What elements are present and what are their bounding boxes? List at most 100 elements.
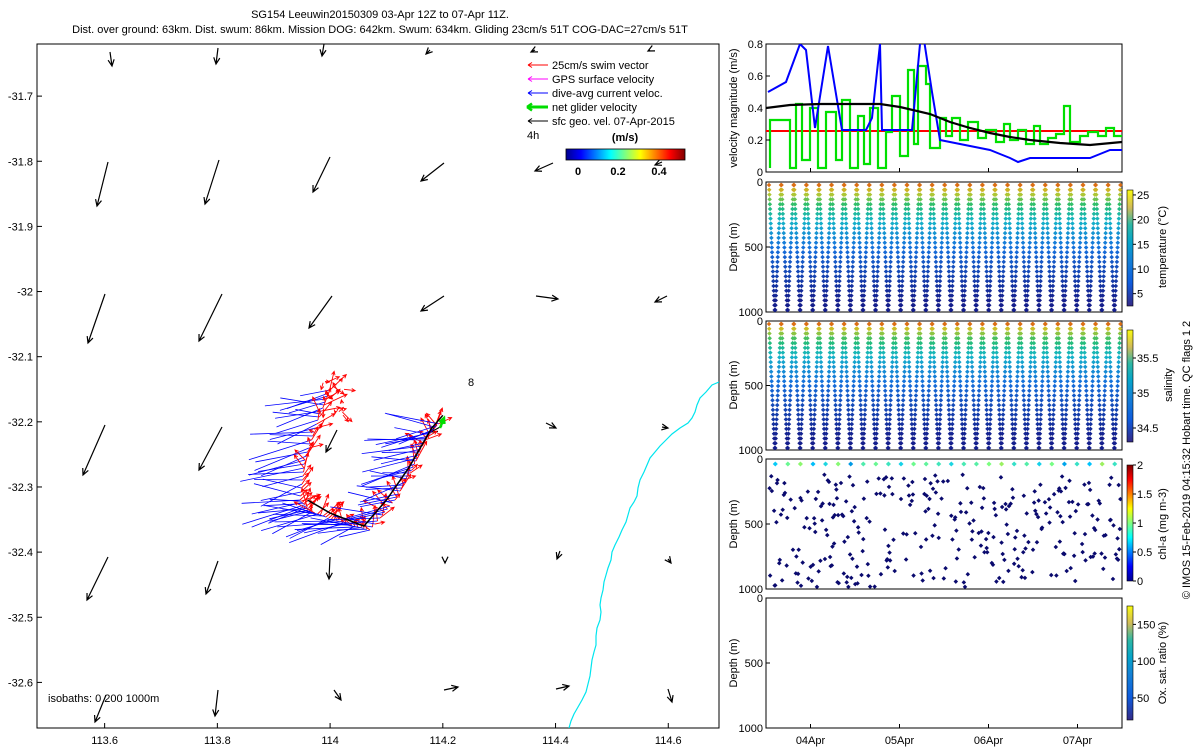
profile-dot	[1084, 393, 1089, 398]
profile-dot	[1070, 230, 1076, 236]
profile-dot	[1114, 556, 1120, 561]
profile-dot	[850, 398, 856, 403]
profile-dot	[952, 364, 958, 370]
profile-dot	[942, 321, 948, 327]
profile-dot	[1088, 417, 1094, 422]
profile-dot	[1091, 345, 1097, 351]
profile-dot	[1020, 374, 1026, 379]
profile-dot	[943, 345, 949, 351]
profile-dot	[1019, 340, 1024, 346]
profile-dot	[1100, 421, 1106, 427]
profile-dot	[1038, 269, 1044, 274]
profile-dot	[1066, 355, 1071, 360]
profile-dot	[900, 402, 906, 408]
profile-dot	[825, 269, 830, 274]
current-vector	[365, 487, 402, 490]
profile-dot	[991, 534, 996, 540]
profile-dot	[1099, 445, 1105, 451]
profile-dot	[1116, 350, 1122, 355]
vector-arrow	[86, 556, 109, 602]
profile-dot	[1058, 245, 1064, 250]
profile-dot	[767, 336, 772, 341]
profile-dot	[786, 293, 791, 298]
svg-text:25cm/s swim vector: 25cm/s swim vector	[552, 60, 649, 72]
profile-dot	[840, 355, 845, 360]
profile-dot	[849, 283, 855, 289]
profile-dot	[785, 307, 791, 313]
profile-dot	[934, 417, 940, 422]
profile-dot	[1109, 393, 1114, 398]
profile-dot	[833, 412, 839, 417]
profile-dot	[1101, 417, 1106, 422]
profile-dot	[878, 491, 883, 496]
profile-dot	[996, 407, 1002, 413]
profile-dot	[826, 369, 832, 374]
profile-dot	[921, 259, 926, 265]
profile-dot	[1117, 336, 1122, 341]
profile-dot	[950, 421, 955, 427]
profile-dot	[852, 504, 857, 510]
title-line-1: SG154 Leeuwin20150309 03-Apr 12Z to 07-A…	[251, 9, 509, 21]
profile-dot	[963, 412, 968, 417]
profile-dot	[938, 393, 944, 398]
profile-dot	[1022, 288, 1028, 294]
profile-dot	[962, 298, 967, 303]
profile-dot	[1060, 288, 1066, 294]
profile-dot	[821, 283, 827, 289]
profile-dot	[957, 364, 962, 370]
profile-dot	[939, 369, 945, 374]
vector-arrow	[332, 385, 345, 395]
profile-dot	[1013, 264, 1019, 269]
profile-dot	[1048, 572, 1054, 578]
profile-dot	[1093, 326, 1099, 332]
profile-dot	[773, 293, 779, 298]
profile-dot	[940, 350, 946, 355]
profile-dot	[769, 374, 774, 379]
profile-dot	[767, 345, 773, 351]
profile-dot	[795, 393, 800, 398]
profile-dot	[1101, 533, 1107, 539]
profile-dot	[1094, 340, 1099, 346]
depth-y-tick-label: 1000	[739, 445, 763, 457]
profile-dot	[990, 355, 996, 360]
profile-dot	[769, 488, 775, 494]
oxygen-colorbar	[1126, 605, 1134, 721]
profile-dot	[928, 345, 933, 351]
profile-dot	[833, 278, 839, 284]
profile-dot	[816, 569, 821, 574]
profile-dot	[975, 407, 981, 413]
profile-dot	[911, 445, 916, 451]
profile-dot	[1035, 421, 1040, 427]
profile-dot	[894, 364, 899, 370]
profile-dot	[833, 407, 839, 413]
profile-dot	[924, 298, 929, 303]
profile-dot	[1028, 364, 1033, 370]
profile-dot	[920, 393, 926, 398]
profile-dot	[1102, 240, 1108, 245]
profile-dot	[934, 426, 940, 432]
profile-dot	[936, 298, 942, 303]
profile-dot	[871, 402, 876, 408]
profile-dot	[1081, 340, 1087, 346]
profile-dot	[774, 519, 779, 525]
profile-dot	[1071, 383, 1076, 389]
profile-dot	[860, 461, 866, 467]
profile-dot	[889, 369, 895, 374]
profile-dot	[767, 486, 772, 491]
profile-dot	[823, 461, 829, 467]
profile-dot	[1051, 412, 1056, 417]
current-vector	[268, 506, 308, 524]
profile-dot	[1079, 211, 1084, 217]
current-vector	[277, 423, 317, 445]
profile-dot	[794, 369, 799, 374]
profile-dot	[798, 495, 803, 501]
profile-dot	[959, 421, 965, 427]
profile-dot	[774, 412, 780, 417]
profile-dot	[964, 378, 970, 384]
profile-dot	[878, 571, 884, 577]
profile-dot	[932, 378, 938, 384]
profile-dot	[905, 340, 911, 346]
profile-dot	[871, 283, 877, 289]
profile-dot	[861, 445, 866, 451]
profile-dot	[945, 478, 951, 484]
